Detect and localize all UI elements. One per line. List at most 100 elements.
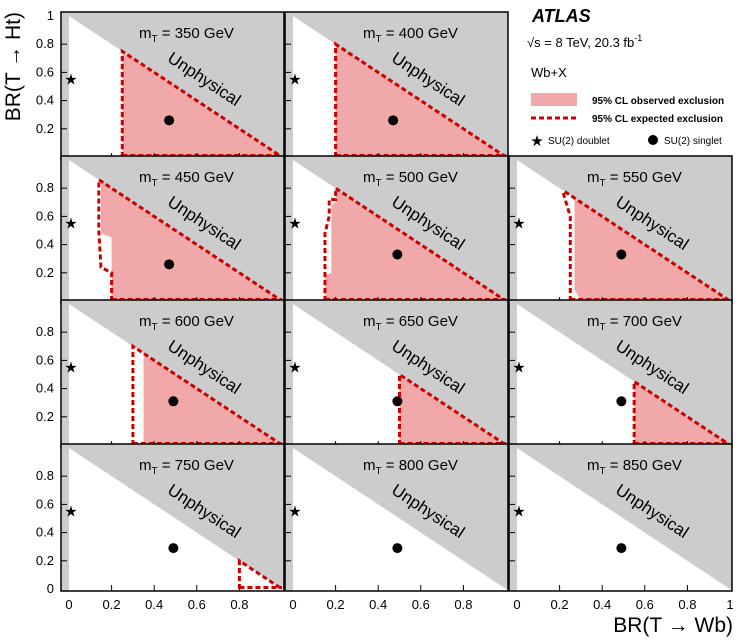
x-tick-label: 0.2 xyxy=(551,597,569,612)
energy-main: s = 8 TeV, 20.3 fb xyxy=(534,35,634,50)
doublet-point: ★ xyxy=(288,503,301,520)
y-tick-label: 0.2 xyxy=(36,265,54,280)
x-tick-label: 0.6 xyxy=(636,597,654,612)
mass-subscript: T xyxy=(600,178,606,189)
sqrt-symbol: √ xyxy=(527,35,535,50)
panel-mass-label: mT = 550 GeV xyxy=(587,169,682,189)
mass-subscript: T xyxy=(376,34,382,45)
x-tick-label: 0.8 xyxy=(454,597,472,612)
legend-doublet-label: SU(2) doublet xyxy=(548,136,610,147)
expected-exclusion xyxy=(334,41,507,159)
mass-subscript: T xyxy=(152,322,158,333)
y-tick-label: 0.2 xyxy=(36,121,54,136)
unphysical-region xyxy=(293,444,508,589)
panel-left-strip xyxy=(509,156,517,303)
panel-mass-label: mT = 450 GeV xyxy=(139,169,234,189)
doublet-point: ★ xyxy=(512,215,525,232)
mass-symbol: m xyxy=(363,25,376,42)
x-tick-label: 0.6 xyxy=(188,597,206,612)
doublet-point: ★ xyxy=(512,503,525,520)
observed-exclusion xyxy=(399,374,506,445)
mass-value: = 500 GeV xyxy=(382,169,458,186)
x-tick-label: 0.8 xyxy=(678,597,696,612)
mass-value: = 650 GeV xyxy=(382,313,458,330)
panel-left-strip xyxy=(61,156,69,303)
expected-exclusion xyxy=(120,48,283,159)
panel-left-strip xyxy=(509,444,517,591)
expected-exclusion xyxy=(398,371,507,447)
y-tick-label: 0.4 xyxy=(36,381,54,396)
y-tick-label: 0.4 xyxy=(36,93,54,108)
panel-frame xyxy=(508,443,733,592)
singlet-point xyxy=(392,543,403,554)
y-tick-label: 0.8 xyxy=(36,324,54,339)
energy-text: √s = 8 TeV, 20.3 fb-1 xyxy=(527,33,642,50)
mass-value: = 850 GeV xyxy=(606,457,682,474)
mass-symbol: m xyxy=(587,313,600,330)
mass-symbol: m xyxy=(587,169,600,186)
mass-subscript: T xyxy=(376,322,382,333)
x-tick-label: 0.6 xyxy=(412,597,430,612)
expected-exclusion xyxy=(237,558,283,591)
panel-mass-label: mT = 750 GeV xyxy=(139,457,234,477)
y-tick-label: 0.8 xyxy=(36,468,54,483)
expected-exclusion xyxy=(562,188,731,303)
panel-left-strip xyxy=(509,300,517,447)
panel-left-strip xyxy=(285,12,293,159)
panel-left-strip xyxy=(285,156,293,303)
legend-block: ATLAS √s = 8 TeV, 20.3 fb-1 Wb+X 95% CL … xyxy=(527,6,724,150)
unphysical-region xyxy=(69,156,284,301)
doublet-point: ★ xyxy=(64,359,77,376)
singlet-point xyxy=(168,396,179,407)
panel-left-strip xyxy=(61,12,69,159)
mass-value: = 350 GeV xyxy=(158,25,234,42)
panel-mass-label: mT = 400 GeV xyxy=(363,25,458,45)
mass-subscript: T xyxy=(376,466,382,477)
x-tick-label: 0.4 xyxy=(369,597,387,612)
doublet-point: ★ xyxy=(288,215,301,232)
unphysical-region xyxy=(69,444,284,589)
energy-superscript: -1 xyxy=(634,33,642,43)
mass-subscript: T xyxy=(152,466,158,477)
singlet-point xyxy=(616,543,627,554)
y-tick-label: 0.2 xyxy=(36,409,54,424)
tick-labels: 0.2 0.4 0.6 0.8 1 0.2 0.4 0.6 0.8 0.2 0.4 0.6 0.8 0 0.… xyxy=(36,8,734,612)
panel-frame xyxy=(284,443,509,592)
singlet-point xyxy=(616,249,627,260)
experiment-label: ATLAS xyxy=(531,6,591,26)
y-tick-label: 0.2 xyxy=(36,553,54,568)
singlet-point xyxy=(392,249,403,260)
axis-titles: BR(T → Ht) BR(T → Wb) xyxy=(2,12,733,637)
mass-subscript: T xyxy=(600,322,606,333)
x-tick-label: 0.4 xyxy=(145,597,163,612)
unphysical-region xyxy=(517,300,732,445)
y-tick-label: 1 xyxy=(47,8,54,23)
unphysical-region xyxy=(293,300,508,445)
panel-mass-label: mT = 700 GeV xyxy=(587,313,682,333)
mass-symbol: m xyxy=(363,457,376,474)
doublet-point: ★ xyxy=(64,215,77,232)
mass-symbol: m xyxy=(139,457,152,474)
panel-mass-label: mT = 350 GeV xyxy=(139,25,234,45)
doublet-point: ★ xyxy=(64,503,77,520)
mass-symbol: m xyxy=(139,169,152,186)
y-tick-label: 0.8 xyxy=(36,180,54,195)
singlet-point xyxy=(392,396,403,407)
unphysical-region xyxy=(293,156,508,301)
